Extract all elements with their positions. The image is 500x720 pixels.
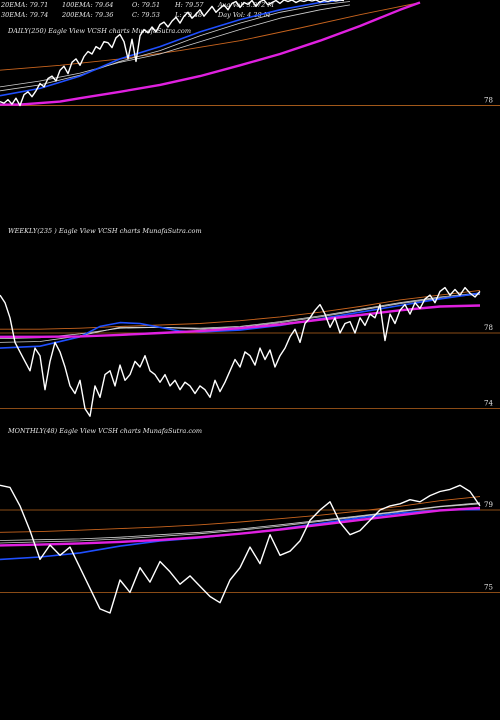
stat-day-vol: Day Vol: 4.28 M — [217, 11, 271, 19]
daily-ema-magenta-line — [0, 1, 421, 106]
weekly-price-line — [0, 286, 481, 417]
daily-ema-orange-line — [0, 2, 421, 71]
stat-200ema: 200EMA: 79.36 — [61, 11, 113, 19]
stat-close: C: 79.53 — [132, 11, 160, 19]
weekly-ema-white-2-line — [0, 292, 481, 339]
weekly-panel-title: WEEKLY(235 ) Eagle View VCSH charts Muna… — [8, 227, 202, 235]
daily-price-line — [0, 0, 345, 107]
monthly-ema-orange-line — [0, 496, 481, 533]
stat-100ema: 100EMA: 79.64 — [62, 1, 113, 9]
daily-ema-white-1-line — [0, 1, 351, 92]
monthly-price-line — [0, 484, 481, 614]
monthly-ema-magenta-line — [0, 506, 481, 547]
daily-panel-title: DAILY(250) Eagle View VCSH charts Munafa… — [7, 27, 191, 35]
monthly-tick-label: 79 — [484, 501, 493, 509]
stat-high: H: 79.57 — [174, 1, 204, 9]
daily-tick-label: 78 — [484, 97, 493, 105]
monthly-ema-white-1-line — [0, 503, 481, 544]
monthly-ema-white-2-line — [0, 502, 481, 541]
stat-20ema: 20EMA: 79.71 — [0, 1, 48, 9]
daily-ema-white-2-line — [0, 4, 351, 88]
stat-open: O: 79.51 — [132, 1, 160, 9]
stat-avg-vol: Avg Vol: 3.972 M — [217, 1, 274, 9]
daily-panel: 78 — [0, 0, 500, 107]
weekly-tick-label: 78 — [484, 324, 493, 332]
monthly-panel: 79 75 — [0, 484, 500, 614]
weekly-panel: 78 74 — [0, 286, 500, 417]
monthly-panel-title: MONTHLY(48) Eagle View VCSH charts Munaf… — [7, 427, 202, 435]
monthly-tick-label: 75 — [484, 583, 493, 591]
weekly-ema-orange-line — [0, 289, 481, 330]
stat-low: L: 79.48 — [174, 11, 202, 19]
ema-stats-header: 20EMA: 79.71 100EMA: 79.64 O: 79.51 H: 7… — [0, 1, 274, 19]
daily-ema-blue-line — [0, 0, 345, 97]
weekly-tick-label: 74 — [484, 400, 493, 408]
stat-30ema: 30EMA: 79.74 — [1, 11, 48, 19]
